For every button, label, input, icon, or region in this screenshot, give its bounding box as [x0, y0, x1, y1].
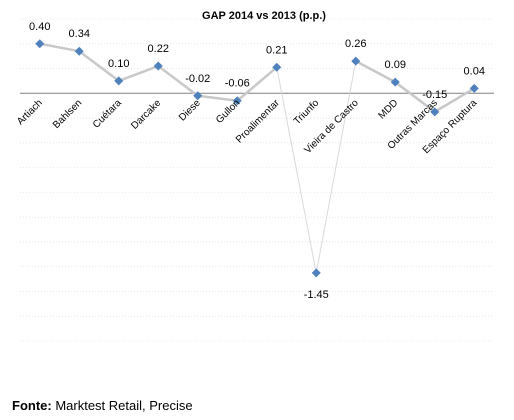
data-point	[430, 107, 440, 117]
line-segment	[157, 64, 199, 98]
line-segment	[276, 66, 317, 274]
line-segment	[394, 80, 436, 114]
line-segment	[117, 64, 160, 83]
data-point	[469, 83, 479, 93]
source-note: Fonte: Marktest Retail, Precise	[12, 398, 193, 413]
line-segment	[433, 87, 476, 114]
category-tick-label: Darcake	[129, 97, 163, 131]
line-segment	[38, 42, 81, 53]
chart-title: GAP 2014 vs 2013 (p.p.)	[202, 10, 326, 22]
category-tick-label: MDD	[376, 98, 400, 122]
data-point	[232, 96, 242, 106]
data-point	[311, 268, 321, 278]
gridlines	[20, 18, 494, 342]
category-tick-label: Diese	[177, 97, 203, 123]
data-label: 0.22	[148, 43, 169, 55]
line-segment	[196, 94, 239, 102]
data-labels: 0.40 0.34 0.10 0.22 -0.02 -0.06 0.21 -1.45 0.26 0…	[29, 21, 485, 301]
source-text: Marktest Retail, Precise	[51, 398, 193, 413]
line-segment	[78, 49, 120, 83]
category-tick-label: Artiach	[15, 98, 45, 128]
data-point	[74, 46, 84, 56]
category-tick-label: Bahlsen	[51, 98, 84, 131]
data-label: 0.21	[266, 44, 287, 56]
data-label: -0.06	[225, 78, 250, 90]
data-label: -0.02	[185, 73, 210, 85]
data-point	[35, 39, 45, 49]
data-label: 0.26	[345, 38, 366, 50]
category-tick-label: Cuétara	[91, 97, 124, 130]
data-label: 0.10	[108, 58, 129, 70]
data-point	[193, 91, 203, 101]
category-tick-label: Triunfo	[292, 97, 322, 127]
source-label: Fonte:	[12, 398, 52, 413]
data-line	[38, 42, 476, 274]
line-chart: GAP 2014 vs 2013 (p.p.) 0.40 0.34 0.10 0.22…	[15, 10, 494, 342]
data-point	[351, 56, 361, 66]
data-point	[390, 77, 400, 87]
data-label: 0.09	[385, 59, 406, 71]
category-tick-label: Gullon	[214, 98, 242, 126]
line-segment	[236, 66, 278, 102]
data-label: 0.04	[464, 65, 485, 77]
line-segment	[354, 59, 397, 84]
data-point	[272, 62, 282, 72]
data-point	[114, 76, 124, 86]
data-label: -0.15	[422, 89, 447, 101]
data-point	[153, 61, 163, 71]
data-markers	[35, 39, 479, 278]
category-tick-labels: Artiach Bahlsen Cuétara Darcake Diese GullonP…	[15, 97, 480, 156]
line-segment	[315, 60, 357, 274]
data-label: -1.45	[304, 289, 329, 301]
data-label: 0.34	[69, 28, 90, 40]
data-label: 0.40	[29, 21, 50, 33]
